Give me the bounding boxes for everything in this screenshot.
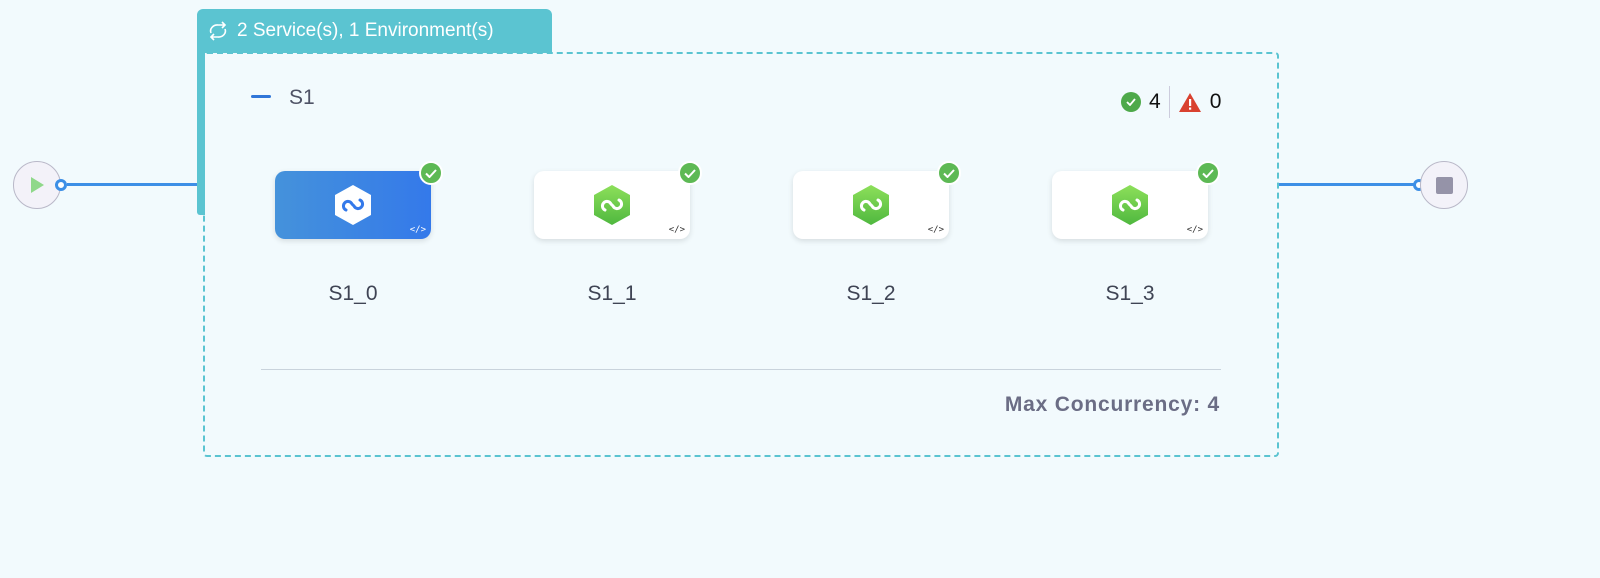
connector-line (67, 183, 198, 186)
step-label: S1_2 (846, 282, 896, 305)
warning-icon (1178, 92, 1201, 112)
stop-icon (1435, 176, 1453, 194)
success-badge-icon (1196, 161, 1220, 185)
code-icon: </> (1186, 225, 1203, 235)
group-tab-strip (197, 50, 205, 215)
success-badge-icon (678, 161, 702, 185)
step-node[interactable]: </> (793, 171, 949, 239)
max-concurrency: Max Concurrency: 4 (1004, 393, 1220, 416)
step-label: S1_1 (587, 282, 637, 305)
divider (261, 369, 1221, 370)
success-icon (1121, 92, 1141, 112)
warning-count: 0 (1209, 90, 1222, 113)
stage-name: S1 (289, 86, 315, 109)
step-node[interactable]: </> (275, 171, 431, 239)
service-icon (1112, 185, 1148, 225)
step-label: S1_3 (1105, 282, 1155, 305)
divider (1168, 86, 1170, 118)
group-title: 2 Service(s), 1 Environment(s) (237, 20, 494, 41)
pipeline-end-node[interactable] (1420, 161, 1468, 209)
service-icon (853, 185, 889, 225)
loop-icon (209, 21, 227, 41)
step-node[interactable]: </> (1052, 171, 1208, 239)
start-port (55, 179, 67, 191)
code-icon: </> (668, 225, 685, 235)
code-icon: </> (927, 225, 944, 235)
step-node[interactable]: </> (534, 171, 690, 239)
status-summary: 4 0 (1121, 86, 1221, 118)
connector-line (1279, 183, 1415, 186)
service-icon (594, 185, 630, 225)
step-label: S1_0 (328, 282, 378, 305)
success-badge-icon (937, 161, 961, 185)
play-icon (31, 177, 44, 193)
code-icon: </> (409, 225, 426, 235)
pipeline-start-node[interactable] (13, 161, 61, 209)
group-container (203, 52, 1279, 457)
service-icon (335, 185, 371, 225)
success-badge-icon (419, 161, 443, 185)
success-count: 4 (1149, 90, 1161, 113)
collapse-icon[interactable] (251, 95, 271, 98)
group-tab[interactable]: 2 Service(s), 1 Environment(s) (197, 9, 552, 53)
